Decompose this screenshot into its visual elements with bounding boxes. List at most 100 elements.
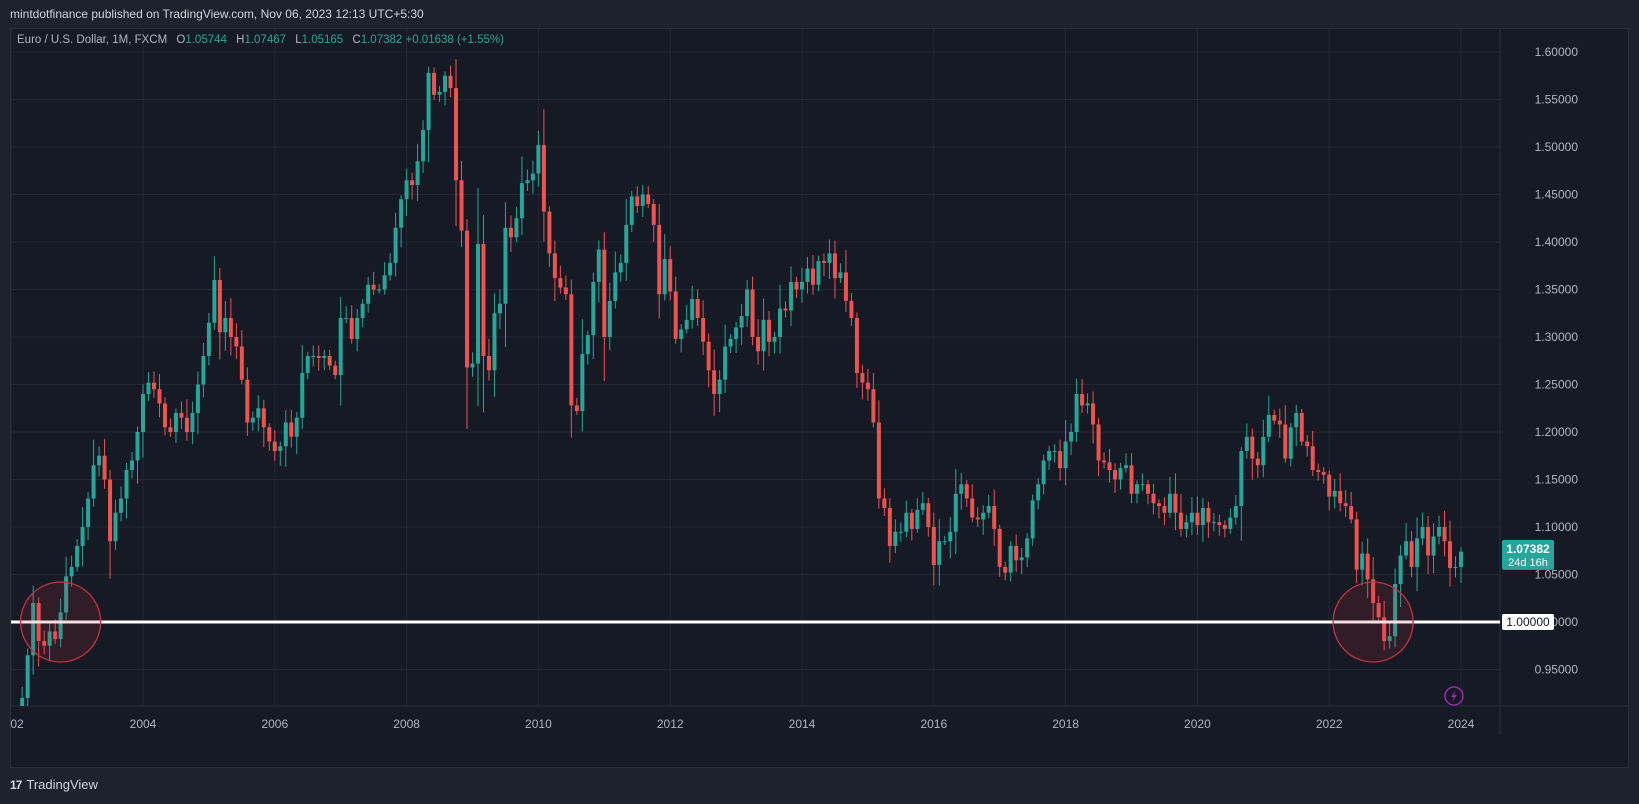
candle-body [360, 303, 365, 318]
candle-body [201, 356, 206, 385]
x-tick-label: 2020 [1184, 717, 1211, 731]
candle-body [108, 479, 113, 542]
candle-body [772, 337, 777, 342]
candle-body [151, 382, 156, 390]
close-value: 1.07382 [360, 34, 403, 46]
candle-body [1250, 436, 1255, 459]
x-tick-label: 2004 [130, 717, 157, 731]
candle-body [267, 427, 272, 442]
candle-body [256, 408, 261, 418]
candle-body [316, 356, 321, 358]
x-tick-label: 2010 [525, 717, 552, 731]
candle-body [657, 224, 662, 295]
candle-body [739, 316, 744, 328]
y-tick-label: 1.50000 [1535, 140, 1579, 154]
tradingview-brand[interactable]: TradingView [26, 777, 98, 792]
candle-body [898, 531, 903, 533]
open-value: 1.05744 [185, 34, 227, 46]
lightning-alert-icon[interactable] [1444, 686, 1464, 706]
candle-body [1338, 490, 1343, 504]
y-tick-label: 1.40000 [1535, 235, 1579, 249]
candle-body [1266, 414, 1271, 437]
candle-body [234, 337, 239, 347]
candle-body [1178, 512, 1183, 529]
candle-body [596, 249, 601, 282]
candle-body [135, 432, 140, 461]
candle-body [558, 278, 563, 288]
candle-body [42, 641, 47, 646]
candle-body [206, 322, 211, 356]
candle-body [1080, 394, 1085, 406]
candle-body [146, 382, 151, 394]
candle-body [1162, 506, 1167, 513]
x-tick-label: 2006 [261, 717, 288, 731]
high-label: H [236, 34, 245, 46]
candle-body [789, 281, 794, 311]
candle-body [805, 268, 810, 282]
candle-body [1228, 517, 1233, 529]
chart-pane[interactable] [10, 28, 1629, 768]
candle-body [355, 318, 360, 339]
candle-body [1217, 522, 1222, 526]
chart-legend: Euro / U.S. Dollar, 1M, FXCM O1.05744 H 1… [17, 34, 504, 46]
candle-body [322, 356, 327, 358]
candle-body [80, 527, 85, 546]
countdown-label: 24d 16h [1508, 557, 1548, 569]
y-tick-label: 1.45000 [1535, 188, 1579, 202]
close-label: C [352, 34, 361, 46]
candle-body [294, 417, 299, 437]
x-tick-label: 2022 [1316, 717, 1343, 731]
candle-body [1426, 527, 1431, 556]
x-tick-label: 2008 [393, 717, 420, 731]
candle-body [75, 546, 80, 567]
candle-body [157, 389, 162, 404]
x-tick-label: 2016 [920, 717, 947, 731]
candle-body [1211, 522, 1216, 524]
candle-body [459, 180, 464, 231]
grid-lines [10, 29, 1500, 706]
candle-body [750, 289, 755, 337]
candle-body [223, 318, 228, 333]
candle-body [1113, 470, 1118, 480]
y-tick-label: 1.25000 [1535, 378, 1579, 392]
candle-body [1063, 441, 1068, 469]
candle-body [591, 281, 596, 336]
candle-body [228, 318, 233, 337]
candle-body [184, 417, 189, 432]
candle-body [1294, 413, 1299, 428]
candle-body [1272, 414, 1277, 421]
candle-body [865, 382, 870, 390]
candle-body [426, 72, 431, 130]
candle-body [1118, 468, 1123, 480]
candle-body [1387, 636, 1392, 641]
candle-body [1360, 553, 1365, 570]
candle-body [701, 318, 706, 342]
candle-body [141, 394, 145, 432]
candle-body [1404, 541, 1409, 556]
candle-body [1025, 538, 1030, 558]
candle-body [574, 405, 579, 412]
candle-body [821, 261, 826, 263]
candle-body [124, 470, 129, 499]
candle-body [1041, 460, 1046, 485]
candle-body [31, 603, 36, 656]
candle-body [734, 327, 739, 339]
candle-body [613, 272, 618, 301]
candle-body [1398, 555, 1403, 584]
candle-body [706, 341, 711, 371]
candle-body [1316, 470, 1321, 472]
candle-body [1244, 436, 1249, 451]
candle-body [547, 211, 552, 254]
candle-body [25, 655, 30, 698]
candle-body [981, 512, 986, 520]
candle-body [278, 446, 283, 451]
open-label: O [176, 34, 186, 46]
symbol-label[interactable]: Euro / U.S. Dollar, 1M, FXCM [17, 34, 168, 46]
candle-body [173, 413, 178, 432]
candle-body [311, 356, 316, 357]
candle-body [607, 300, 612, 337]
candle-body [1167, 493, 1172, 513]
y-tick-label: 1.30000 [1535, 330, 1579, 344]
candle-body [305, 356, 310, 374]
